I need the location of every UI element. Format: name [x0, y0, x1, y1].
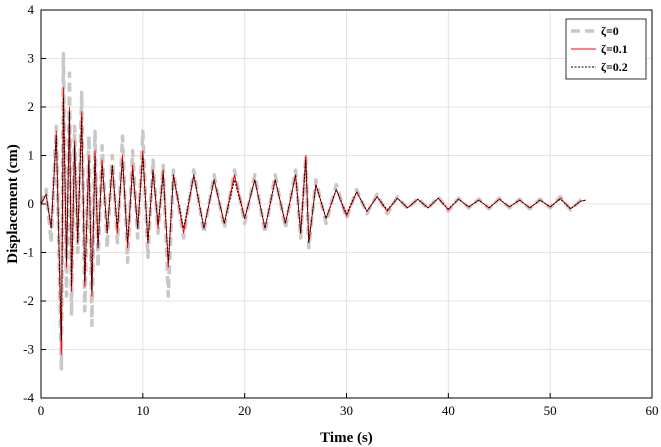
y-tick-label: -1 — [23, 245, 34, 260]
y-tick-label: 0 — [28, 196, 35, 211]
x-tick-label: 0 — [38, 403, 45, 418]
y-tick-label: -3 — [23, 342, 34, 357]
y-tick-label: -2 — [23, 293, 34, 308]
y-tick-label: 4 — [28, 2, 35, 17]
x-tick-label: 10 — [136, 403, 149, 418]
x-tick-label: 30 — [340, 403, 353, 418]
legend: ζ=0 ζ=0.1 ζ=0.2 — [565, 18, 647, 80]
y-tick-label: 1 — [28, 148, 35, 163]
axis-ticks: 0 10 20 30 40 50 60 -4 -3 -2 -1 0 1 2 3 4 — [23, 2, 658, 418]
y-axis-label: Displacement (cm) — [5, 144, 21, 264]
y-tick-label: -4 — [23, 390, 34, 405]
x-tick-label: 20 — [238, 403, 251, 418]
x-tick-label: 40 — [442, 403, 455, 418]
x-tick-label: 60 — [646, 403, 659, 418]
series-group — [39, 51, 587, 371]
x-tick-label: 50 — [544, 403, 557, 418]
y-tick-label: 2 — [28, 99, 35, 114]
x-axis-label: Time (s) — [320, 430, 373, 446]
legend-label-2: ζ=0.2 — [601, 60, 628, 74]
series-line-2 — [40, 96, 586, 341]
legend-label-1: ζ=0.1 — [601, 42, 628, 56]
legend-label-0: ζ=0 — [601, 24, 619, 38]
y-tick-label: 3 — [28, 51, 35, 66]
